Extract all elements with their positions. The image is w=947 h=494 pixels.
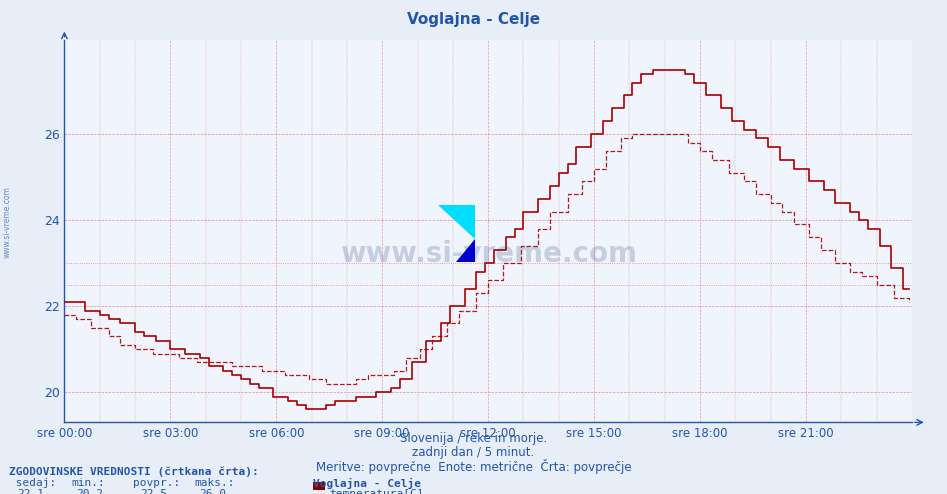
Text: Voglajna - Celje: Voglajna - Celje xyxy=(407,12,540,27)
Text: zadnji dan / 5 minut.: zadnji dan / 5 minut. xyxy=(412,446,535,458)
Text: temperatura[C]: temperatura[C] xyxy=(330,489,424,494)
Text: ZGODOVINSKE VREDNOSTI (črtkana črta):: ZGODOVINSKE VREDNOSTI (črtkana črta): xyxy=(9,467,259,477)
Text: 22,1: 22,1 xyxy=(17,489,45,494)
Polygon shape xyxy=(456,239,475,262)
Text: maks.:: maks.: xyxy=(194,478,235,488)
Text: povpr.:: povpr.: xyxy=(133,478,180,488)
Text: Meritve: povprečne  Enote: metrične  Črta: povprečje: Meritve: povprečne Enote: metrične Črta:… xyxy=(315,459,632,474)
Text: min.:: min.: xyxy=(71,478,105,488)
Text: 26,0: 26,0 xyxy=(199,489,226,494)
Text: www.si-vreme.com: www.si-vreme.com xyxy=(3,186,12,258)
Text: sedaj:: sedaj: xyxy=(9,478,57,488)
Text: Voglajna - Celje: Voglajna - Celje xyxy=(313,478,420,489)
Text: www.si-vreme.com: www.si-vreme.com xyxy=(340,240,636,268)
Polygon shape xyxy=(438,205,475,239)
Text: 22,5: 22,5 xyxy=(140,489,168,494)
Text: 20,2: 20,2 xyxy=(76,489,103,494)
Text: Slovenija / reke in morje.: Slovenija / reke in morje. xyxy=(400,432,547,445)
